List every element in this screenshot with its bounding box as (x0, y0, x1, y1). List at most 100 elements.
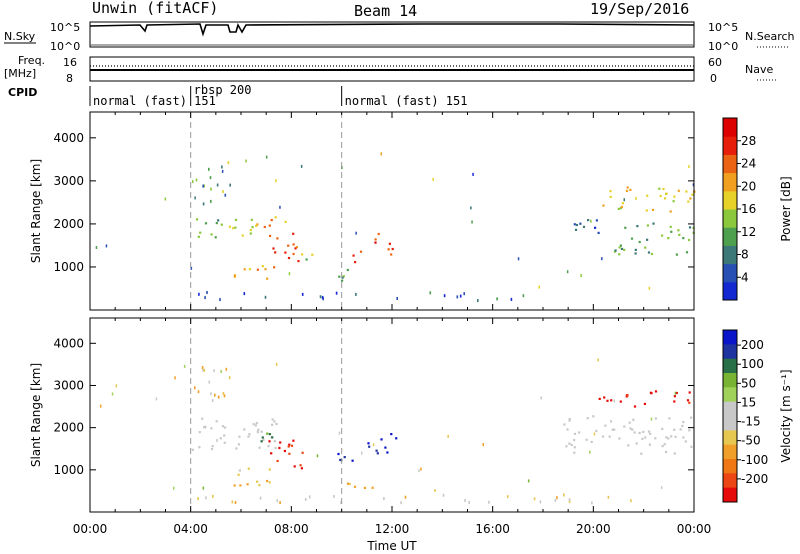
velocity-cell (208, 380, 211, 384)
velocity-cell (254, 424, 257, 427)
power-cell (294, 247, 297, 250)
power-cell (208, 167, 210, 171)
power-cell (256, 223, 259, 226)
power-cell (617, 207, 620, 210)
power-cell (355, 231, 357, 235)
velocity-cell (223, 394, 226, 398)
power-cell (215, 222, 218, 225)
power-cell (496, 297, 498, 301)
colorbar-segment (723, 136, 737, 155)
colorbar-segment (723, 430, 737, 446)
colorbar-tick-label: 50 (741, 376, 756, 390)
colorbar-segment (723, 172, 737, 192)
velocity-cell (540, 396, 542, 400)
velocity-cell (174, 376, 176, 380)
velocity-cell (268, 468, 271, 471)
velocity-cell (684, 440, 687, 443)
velocity-cell (224, 426, 227, 429)
velocity-cell (299, 464, 302, 467)
power-cell (301, 292, 304, 296)
power-cell (619, 207, 623, 210)
power-cell (256, 268, 259, 271)
power-cell (594, 226, 597, 229)
power-cell (202, 202, 205, 206)
power-cell (620, 205, 623, 209)
freq-tick-top: 16 (63, 56, 77, 69)
velocity-cell (647, 430, 651, 433)
velocity-panel: 1000 2000 3000 4000 Slant Range [km] 200 100… (29, 317, 793, 513)
power-cell (221, 165, 223, 169)
y-axis-label: Slant Range [km] (29, 159, 43, 263)
velocity-cell (618, 437, 621, 440)
velocity-cell (673, 400, 676, 403)
y-tick-label: 2000 (53, 217, 84, 231)
velocity-cell (351, 459, 354, 462)
velocity-cell (633, 405, 637, 408)
velocity-cell (606, 399, 609, 402)
power-cell (380, 152, 382, 156)
power-data-region (228, 218, 258, 237)
velocity-cell (593, 432, 596, 436)
freq-unit: [MHz] (4, 67, 36, 80)
power-cell (105, 244, 108, 248)
velocity-cell (585, 438, 588, 441)
velocity-cell (654, 390, 658, 393)
velocity-cell (613, 428, 616, 431)
power-cell (335, 291, 338, 295)
colorbar-segment (723, 487, 737, 503)
power-cell (626, 186, 629, 189)
power-cell (678, 233, 681, 236)
colorbar-segment (723, 373, 737, 388)
colorbar-segment (723, 401, 737, 417)
velocity-cell (279, 501, 281, 505)
velocity-data-region (598, 390, 691, 408)
power-cell (292, 243, 295, 246)
y-tick-label: 1000 (53, 463, 84, 477)
power-cell (210, 199, 212, 203)
colorbar-segment (723, 227, 737, 246)
velocity-cell (686, 399, 690, 402)
y-tick-label: 1000 (53, 260, 84, 274)
colorbar-tick-label: 20 (741, 179, 756, 193)
velocity-cell (375, 449, 378, 452)
velocity-cell (468, 500, 470, 504)
colorbar-segment (723, 245, 737, 265)
date-title: 19/Sep/2016 (590, 0, 689, 18)
power-cell (224, 193, 227, 197)
power-cell (251, 226, 254, 229)
velocity-cell (670, 435, 673, 438)
power-cell (279, 205, 281, 209)
power-cell (95, 246, 98, 249)
velocity-cell (275, 422, 278, 426)
velocity-cell (447, 434, 449, 438)
power-cell (284, 251, 287, 254)
velocity-cell (268, 481, 271, 484)
velocity-cell (595, 429, 598, 432)
velocity-cell (276, 459, 279, 463)
velocity-cell (673, 452, 676, 455)
velocity-cell (628, 421, 631, 424)
power-cell (538, 285, 540, 289)
velocity-cell (239, 484, 242, 487)
power-cell (164, 197, 167, 201)
y-axis-label: Slant Range [km] (29, 363, 43, 467)
velocity-cell (632, 418, 635, 421)
velocity-cell (266, 479, 269, 483)
velocity-cell (283, 449, 286, 453)
velocity-cell (371, 486, 374, 489)
velocity-cell (340, 501, 342, 505)
velocity-cell (556, 496, 558, 500)
colorbar-segment (723, 154, 737, 174)
power-cell (669, 210, 672, 213)
velocity-cell (275, 362, 278, 366)
power-cell (219, 298, 221, 302)
velocity-cell (648, 443, 651, 446)
colorbar-tick-label: 24 (741, 157, 756, 171)
power-cell (275, 179, 277, 183)
velocity-cell (607, 495, 610, 499)
velocity-cell (237, 443, 241, 446)
velocity-cell (418, 469, 420, 473)
colorbar-segment (723, 330, 737, 345)
velocity-cell (197, 497, 199, 501)
power-cell (623, 248, 626, 251)
